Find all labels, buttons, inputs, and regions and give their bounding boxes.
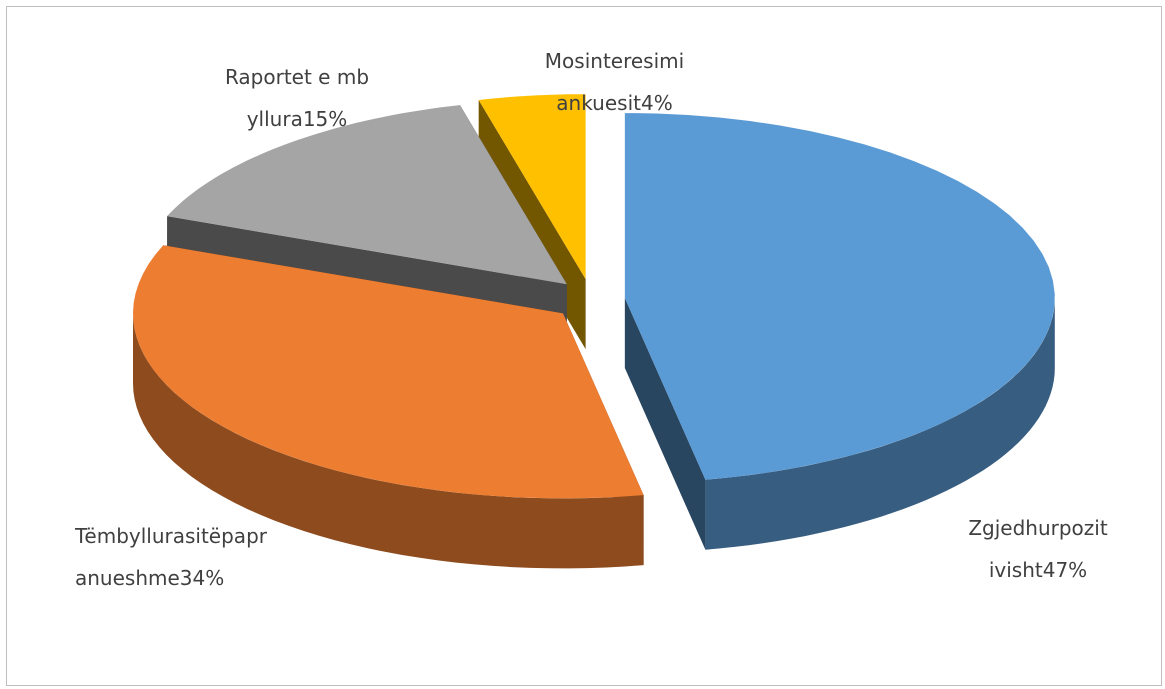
slice xyxy=(624,113,1055,480)
chart-frame xyxy=(6,6,1162,686)
value-label: 47% xyxy=(1042,558,1088,582)
slice xyxy=(167,105,567,285)
category-label: Tëmbyllurasitëpapranueshme xyxy=(75,524,267,590)
slice xyxy=(133,245,644,499)
category-label: Mosinteresimi ankuesit xyxy=(544,49,685,115)
slice-wall xyxy=(624,298,706,550)
slice-label: Mosinteresimi ankuesit4% xyxy=(522,40,707,130)
slice-side xyxy=(133,313,644,569)
value-label: 15% xyxy=(302,107,348,131)
slice-label: Raportet e mbyllura15% xyxy=(222,56,372,176)
value-label: 34% xyxy=(179,566,225,590)
category-label: Zgjedhurpozitivisht xyxy=(968,516,1108,582)
value-label: 4% xyxy=(640,91,673,115)
slice-side xyxy=(705,298,1055,550)
category-label: Raportet e mbyllura xyxy=(224,65,370,131)
slice-label: Zgjedhurpozitivisht47% xyxy=(968,507,1108,617)
slice-label: Tëmbyllurasitëpapranueshme34% xyxy=(75,515,275,599)
slice xyxy=(478,94,586,280)
